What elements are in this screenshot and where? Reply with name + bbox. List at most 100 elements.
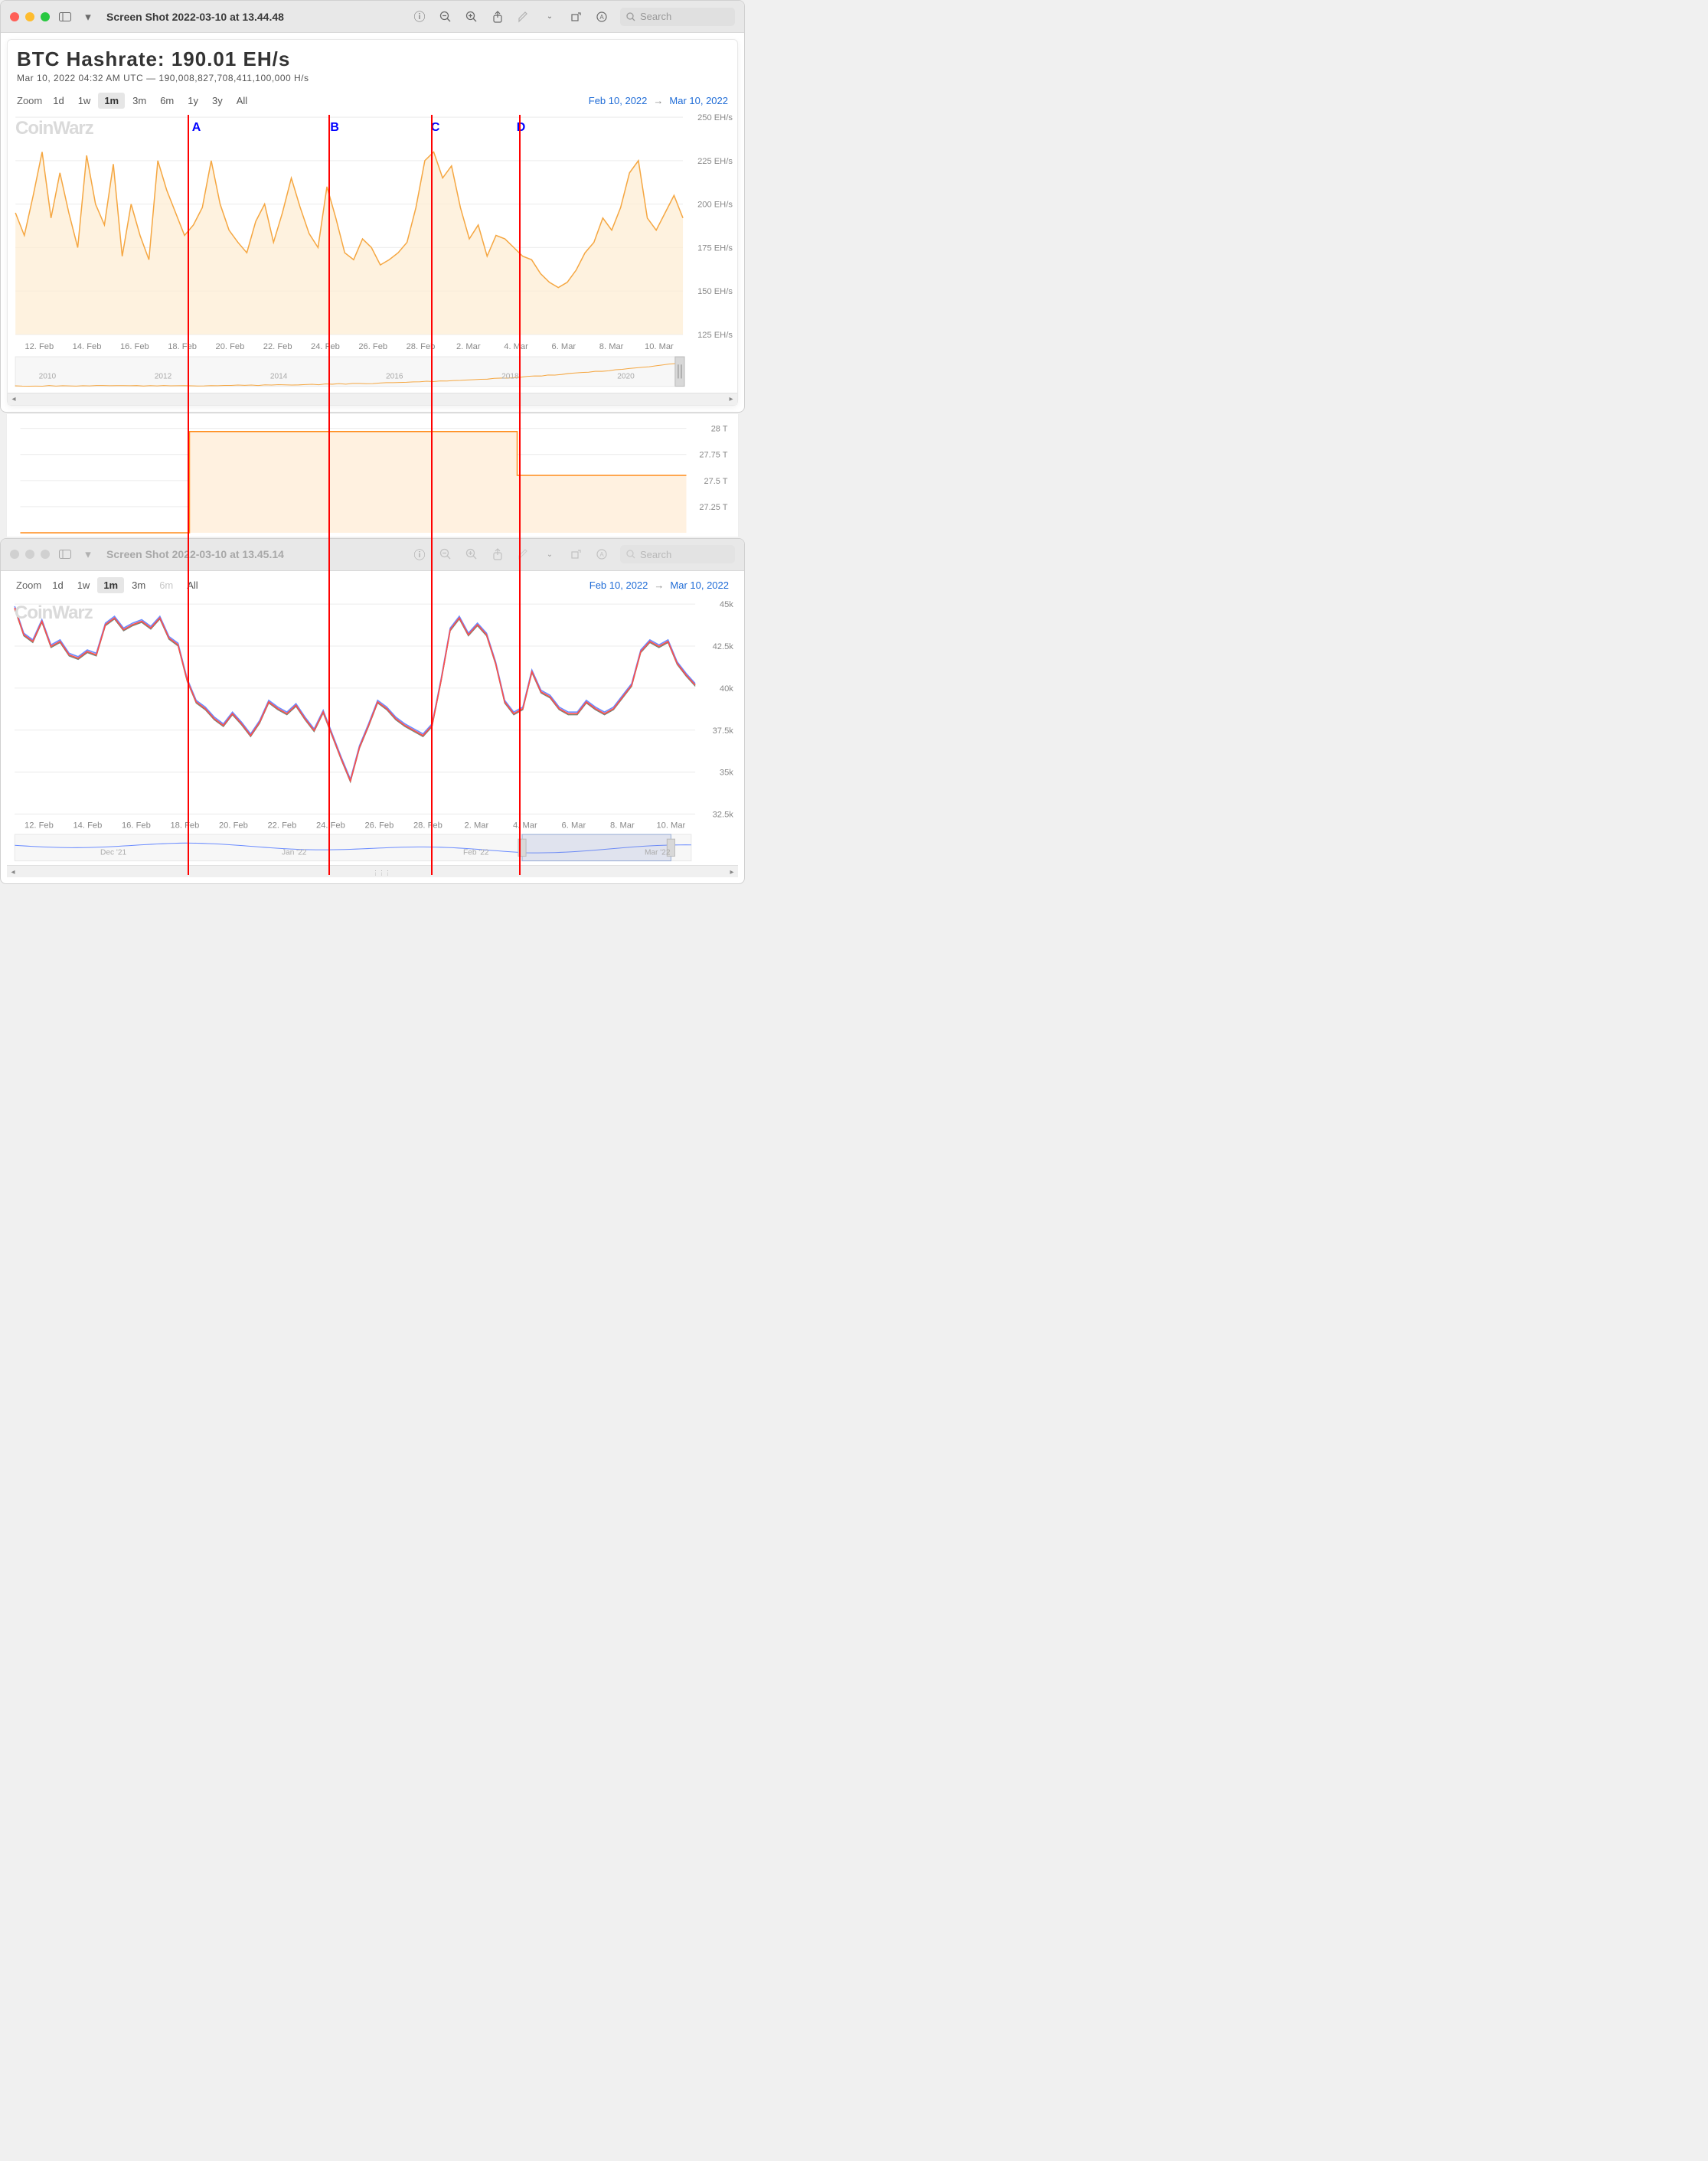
zoom-icon[interactable] — [41, 12, 50, 21]
svg-text:22. Feb: 22. Feb — [267, 821, 296, 831]
svg-text:37.5k: 37.5k — [713, 726, 734, 736]
zoom-1d[interactable]: 1d — [47, 93, 70, 109]
svg-text:20. Feb: 20. Feb — [216, 342, 245, 351]
date-to[interactable]: Mar 10, 2022 — [670, 579, 729, 591]
svg-text:2. Mar: 2. Mar — [465, 821, 489, 831]
zoom-in-icon[interactable] — [464, 9, 479, 24]
search-placeholder: Search — [640, 549, 671, 560]
zoom-3y[interactable]: 3y — [206, 93, 229, 109]
chart1-subtitle: Mar 10, 2022 04:32 AM UTC — 190,008,827,… — [17, 73, 728, 83]
zoom-All[interactable]: All — [230, 93, 253, 109]
highlight-icon[interactable]: A — [594, 9, 609, 24]
svg-text:24. Feb: 24. Feb — [316, 821, 345, 831]
svg-text:200 EH/s: 200 EH/s — [697, 201, 733, 210]
search-field[interactable]: Search — [620, 545, 735, 563]
markup-icon[interactable] — [516, 9, 531, 24]
svg-text:8. Mar: 8. Mar — [599, 342, 624, 351]
scroll-left-icon[interactable]: ◂ — [7, 866, 19, 878]
svg-text:2010: 2010 — [39, 373, 57, 381]
scroll-right-icon[interactable]: ▸ — [726, 866, 738, 878]
svg-text:24. Feb: 24. Feb — [311, 342, 340, 351]
svg-text:6. Mar: 6. Mar — [552, 342, 576, 351]
navigator-scrollbar[interactable]: ◂ ⋮⋮⋮ ▸ — [7, 865, 738, 877]
zoom-icon[interactable] — [41, 550, 50, 559]
scroll-handle-icon[interactable]: ⋮⋮⋮ — [373, 870, 391, 876]
zoom-1m[interactable]: 1m — [98, 93, 125, 109]
svg-text:27.5 T: 27.5 T — [704, 477, 728, 486]
rotate-icon[interactable] — [568, 547, 583, 562]
chevron-down-icon[interactable]: ▾ — [80, 547, 96, 562]
watermark: CoinWarz — [15, 118, 93, 139]
search-icon — [626, 12, 635, 21]
zoom-1w[interactable]: 1w — [71, 577, 96, 593]
hashrate-chart-card: BTC Hashrate: 190.01 EH/s Mar 10, 2022 0… — [7, 39, 738, 406]
arrow-right-icon: → — [653, 95, 663, 106]
search-placeholder: Search — [640, 11, 671, 22]
svg-text:27.75 T: 27.75 T — [699, 451, 727, 460]
zoom-1w[interactable]: 1w — [72, 93, 97, 109]
zoom-out-icon[interactable] — [438, 547, 453, 562]
info-icon[interactable]: ⓘ — [412, 547, 427, 562]
svg-text:2014: 2014 — [270, 373, 288, 381]
svg-text:125 EH/s: 125 EH/s — [697, 331, 733, 340]
svg-text:4. Mar: 4. Mar — [513, 821, 537, 831]
traffic-lights — [10, 12, 50, 21]
close-icon[interactable] — [10, 12, 19, 21]
close-icon[interactable] — [10, 550, 19, 559]
chevron-down-icon[interactable]: ▾ — [80, 9, 96, 24]
share-icon[interactable] — [490, 547, 505, 562]
scroll-right-icon[interactable]: ▸ — [725, 393, 737, 406]
navigator-scrollbar[interactable]: ◂ ▸ — [8, 393, 737, 405]
scroll-left-icon[interactable]: ◂ — [8, 393, 20, 406]
search-field[interactable]: Search — [620, 8, 735, 26]
zoom-1d[interactable]: 1d — [46, 577, 69, 593]
share-icon[interactable] — [490, 9, 505, 24]
chart1-plot[interactable]: CoinWarz 250 EH/s 225 EH/s 200 EH/s 175 EH/… — [8, 113, 737, 405]
zoom-out-icon[interactable] — [438, 9, 453, 24]
svg-text:2012: 2012 — [155, 373, 172, 381]
minimize-icon[interactable] — [25, 550, 34, 559]
zoom-3m[interactable]: 3m — [126, 93, 152, 109]
sidebar-toggle-icon[interactable] — [57, 547, 73, 562]
chevron-down-icon[interactable]: ⌄ — [542, 547, 557, 562]
svg-text:10. Mar: 10. Mar — [656, 821, 685, 831]
rotate-icon[interactable] — [568, 9, 583, 24]
date-from[interactable]: Feb 10, 2022 — [589, 95, 648, 106]
sidebar-toggle-icon[interactable] — [57, 9, 73, 24]
zoom-1y[interactable]: 1y — [181, 93, 204, 109]
preview-window-1: ▾ Screen Shot 2022-03-10 at 13.44.48 ⓘ ⌄ — [0, 0, 745, 413]
zoom-6m[interactable]: 6m — [153, 577, 179, 593]
arrow-right-icon: → — [654, 579, 664, 591]
difficulty-chart: 28 T27.75 T27.5 T27.25 T — [6, 414, 739, 537]
zoom-All[interactable]: All — [181, 577, 204, 593]
svg-text:225 EH/s: 225 EH/s — [697, 157, 733, 166]
info-icon[interactable]: ⓘ — [412, 9, 427, 24]
zoom-label: Zoom — [16, 579, 41, 591]
svg-text:26. Feb: 26. Feb — [364, 821, 394, 831]
svg-text:28. Feb: 28. Feb — [407, 342, 436, 351]
chevron-down-icon[interactable]: ⌄ — [542, 9, 557, 24]
zoom-1m[interactable]: 1m — [97, 577, 124, 593]
annotation-D: D — [517, 121, 526, 135]
markup-icon[interactable] — [516, 547, 531, 562]
annotation-A: A — [192, 121, 201, 135]
date-to[interactable]: Mar 10, 2022 — [669, 95, 728, 106]
svg-text:250 EH/s: 250 EH/s — [697, 113, 733, 122]
minimize-icon[interactable] — [25, 12, 34, 21]
svg-text:150 EH/s: 150 EH/s — [697, 287, 733, 296]
chart1-title: BTC Hashrate: 190.01 EH/s — [17, 47, 728, 71]
highlight-icon[interactable]: A — [594, 547, 609, 562]
svg-text:175 EH/s: 175 EH/s — [697, 243, 733, 253]
svg-text:26. Feb: 26. Feb — [358, 342, 387, 351]
zoom-6m[interactable]: 6m — [154, 93, 180, 109]
svg-text:12. Feb: 12. Feb — [24, 821, 54, 831]
svg-text:2016: 2016 — [386, 373, 403, 381]
svg-text:35k: 35k — [720, 769, 733, 778]
zoom-in-icon[interactable] — [464, 547, 479, 562]
preview-window-2: ▾ Screen Shot 2022-03-10 at 13.45.14 ⓘ ⌄ — [0, 538, 745, 884]
svg-text:28. Feb: 28. Feb — [413, 821, 443, 831]
chart2-plot[interactable]: CoinWarz 45k42.5k40k37.5k35k32.5k12. Feb… — [7, 598, 738, 877]
date-from[interactable]: Feb 10, 2022 — [589, 579, 648, 591]
titlebar-1: ▾ Screen Shot 2022-03-10 at 13.44.48 ⓘ ⌄ — [1, 1, 744, 33]
zoom-3m[interactable]: 3m — [126, 577, 152, 593]
